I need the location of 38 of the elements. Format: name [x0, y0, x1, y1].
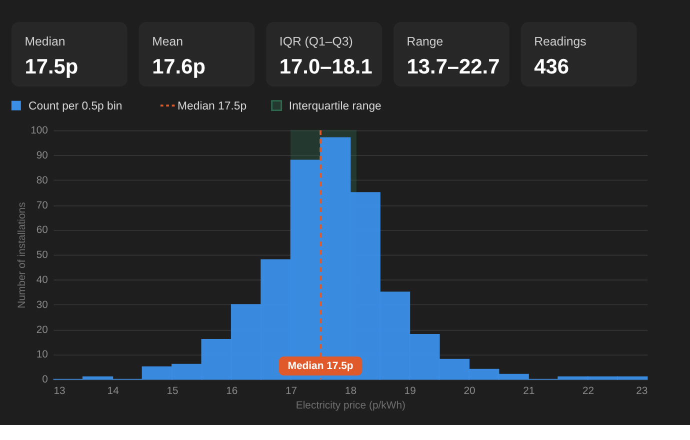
text: Readings [534, 34, 586, 49]
x-tick-label: 15 [166, 386, 178, 398]
x-tick-label: 18 [344, 386, 357, 398]
x-tick-label: 17 [285, 386, 298, 398]
legend-label: Interquartile range [288, 100, 382, 112]
text: 13.7–22.7 [406, 55, 500, 78]
x-tick-label: 20 [464, 386, 476, 398]
y-tick-label: 80 [36, 175, 48, 186]
text: Median [24, 34, 66, 49]
x-tick-label: 13 [54, 386, 66, 398]
text: 17.0–18.1 [279, 55, 373, 78]
x-tick-label: 19 [404, 386, 416, 398]
text: Range [406, 34, 444, 49]
y-tick-label: 60 [36, 225, 48, 236]
y-tick-label: 50 [36, 250, 48, 262]
x-tick-label: 16 [226, 386, 238, 398]
ref-line-label: Median 17.5p [288, 360, 354, 372]
x-tick-label: 21 [523, 386, 535, 398]
text: 436 [534, 55, 569, 78]
x-axis-title: Electricity price (p/kWh) [296, 400, 406, 412]
y-tick-label: 100 [30, 126, 48, 137]
x-tick-label: 22 [582, 386, 594, 398]
text: 17.5p [24, 55, 78, 78]
y-tick-label: 70 [36, 200, 48, 212]
text: IQR (Q1–Q3) [279, 34, 353, 49]
text: 17.6p [152, 55, 206, 78]
text: Median 17.5p [178, 100, 247, 112]
y-tick-label: 90 [36, 150, 48, 162]
y-axis-title: Number of installations [16, 202, 28, 308]
legend-label: Count per 0.5p bin [28, 100, 122, 112]
y-tick-label: 0 [42, 374, 48, 386]
text: Mean [152, 34, 184, 49]
x-tick-label: 14 [107, 386, 120, 398]
y-tick-label: 30 [36, 300, 48, 311]
y-tick-label: 20 [36, 324, 48, 336]
y-tick-label: 10 [36, 350, 48, 361]
y-tick-label: 40 [36, 275, 48, 286]
x-tick-label: 23 [636, 386, 648, 398]
